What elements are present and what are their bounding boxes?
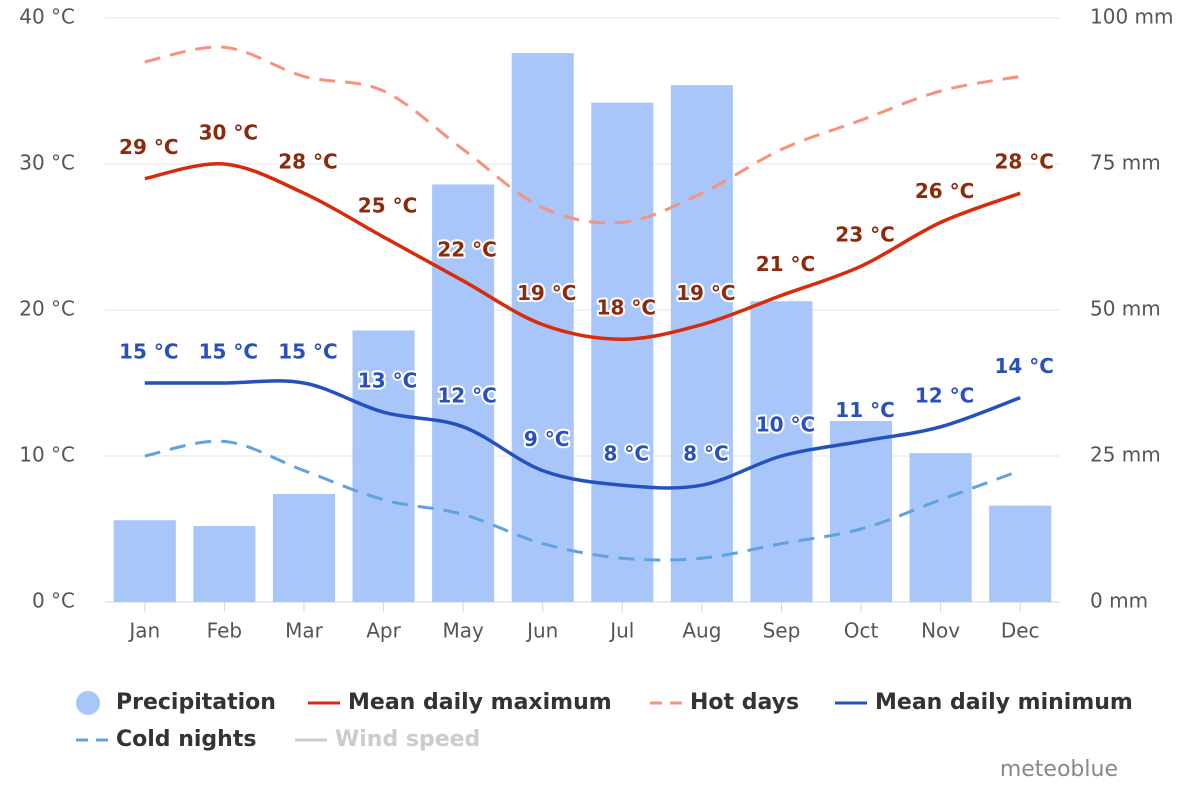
data-label: 28 °C <box>994 150 1053 174</box>
data-label: 19 °C <box>517 281 576 305</box>
line <box>144 379 1021 490</box>
y-tick-label: 20 °C <box>19 297 75 321</box>
y2-tick-label: 100 mm <box>1090 5 1174 29</box>
data-label: 12 °C <box>437 383 496 407</box>
x-tick-label: Jun <box>525 619 558 643</box>
x-tick-label: Jul <box>608 619 634 643</box>
legend-label: Precipitation <box>116 690 276 715</box>
data-label: 10 °C <box>756 413 815 437</box>
y2-tick-label: 0 mm <box>1090 589 1148 613</box>
x-tick-label: May <box>442 619 484 643</box>
legend-item: Cold nights <box>76 727 256 752</box>
legend-item: Mean daily maximum <box>308 690 612 715</box>
data-label: 21 °C <box>756 252 815 276</box>
bar <box>670 85 733 602</box>
data-label: 25 °C <box>358 194 417 218</box>
credit: meteoblue <box>1000 757 1118 782</box>
x-tick-label: Sep <box>763 619 801 643</box>
legend-item: Hot days <box>650 690 799 715</box>
data-label: 18 °C <box>597 296 656 320</box>
bar <box>989 505 1052 602</box>
y2-tick-label: 50 mm <box>1090 297 1161 321</box>
bar <box>113 520 176 602</box>
y-tick-label: 40 °C <box>19 5 75 29</box>
legend-label: Hot days <box>690 690 799 715</box>
line <box>144 45 1021 225</box>
legend-label: Mean daily maximum <box>348 690 612 715</box>
y2-tick-label: 25 mm <box>1090 443 1161 467</box>
x-tick-label: Oct <box>844 619 879 643</box>
legend-label: Cold nights <box>116 727 256 752</box>
y-tick-label: 30 °C <box>19 151 75 175</box>
bar <box>591 102 654 603</box>
legend-item: Precipitation <box>76 690 276 715</box>
data-label: 19 °C <box>676 281 735 305</box>
x-tick-label: Apr <box>366 619 401 643</box>
legend-item: Mean daily minimum <box>835 690 1133 715</box>
data-label: 29 °C <box>119 135 178 159</box>
y-tick-label: 0 °C <box>32 589 75 613</box>
data-label: 23 °C <box>835 223 894 247</box>
bar <box>432 184 495 602</box>
legend-label: Wind speed <box>335 727 480 752</box>
data-label: 8 °C <box>683 442 729 466</box>
data-label: 15 °C <box>119 340 178 364</box>
data-label: 28 °C <box>278 150 337 174</box>
data-label: 12 °C <box>915 383 974 407</box>
y-tick-label: 10 °C <box>19 443 75 467</box>
legend-label: Mean daily minimum <box>875 690 1133 715</box>
data-label: 9 °C <box>524 427 570 451</box>
bar <box>909 453 972 602</box>
legend-symbol <box>76 691 100 715</box>
data-label: 15 °C <box>199 340 258 364</box>
x-tick-label: Jan <box>127 619 160 643</box>
data-label: 13 °C <box>358 369 417 393</box>
data-label: 8 °C <box>604 442 650 466</box>
data-label: 15 °C <box>278 340 337 364</box>
data-label: 30 °C <box>199 121 258 145</box>
bar <box>193 526 256 602</box>
x-tick-label: Nov <box>921 619 960 643</box>
y2-tick-label: 75 mm <box>1090 151 1161 175</box>
bar <box>511 53 574 603</box>
line <box>144 439 1021 562</box>
bar <box>272 493 335 602</box>
data-label: 26 °C <box>915 179 974 203</box>
bar <box>352 330 415 602</box>
legend-item: Wind speed <box>295 727 480 752</box>
line <box>144 162 1021 341</box>
x-tick-label: Mar <box>285 619 324 643</box>
data-label: 14 °C <box>994 354 1053 378</box>
x-tick-label: Aug <box>682 619 721 643</box>
data-label: 22 °C <box>437 237 496 261</box>
bar <box>830 420 893 602</box>
data-label: 11 °C <box>835 398 894 422</box>
x-tick-label: Dec <box>1001 619 1040 643</box>
x-tick-label: Feb <box>207 619 242 643</box>
